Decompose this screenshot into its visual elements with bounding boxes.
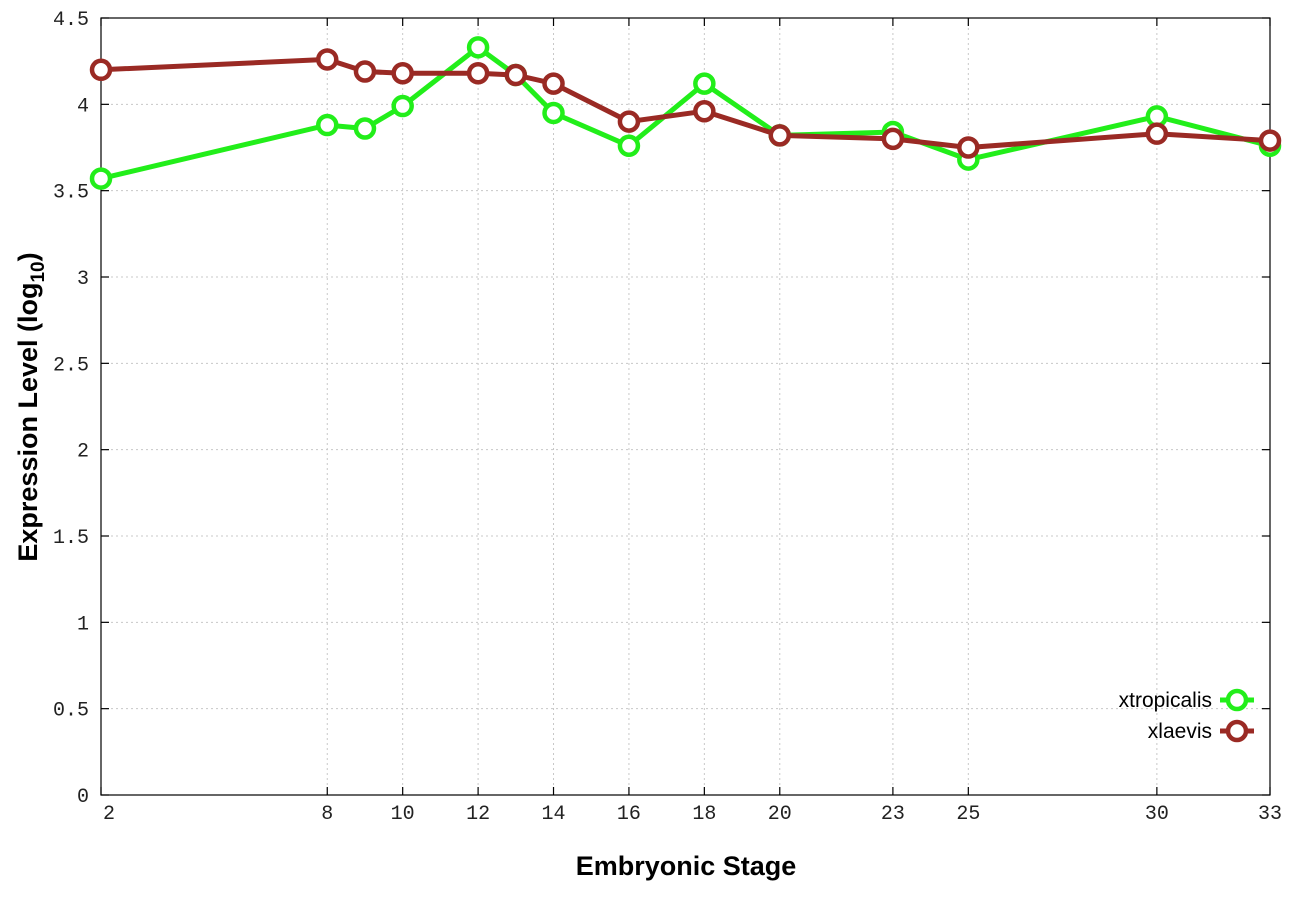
data-point-xtropicalis bbox=[89, 167, 113, 190]
data-point-xlaevis bbox=[504, 63, 528, 87]
data-point-xlaevis bbox=[353, 60, 377, 83]
y-tick-label: 2 bbox=[77, 441, 89, 464]
y-axis-title-suffix: ) bbox=[13, 252, 43, 261]
legend: xtropicalis xlaevis bbox=[1119, 688, 1254, 743]
legend-label: xlaevis bbox=[1148, 720, 1212, 743]
data-point-xlaevis bbox=[881, 127, 905, 151]
y-tick-label: 0.5 bbox=[53, 700, 89, 723]
data-point-xlaevis bbox=[466, 62, 490, 85]
y-axis-title-main: Expression Level (log bbox=[13, 283, 43, 562]
x-axis-title: Embryonic Stage bbox=[576, 851, 797, 881]
series-layer bbox=[89, 36, 1282, 190]
series-xlaevis bbox=[89, 48, 1282, 159]
data-point-xlaevis bbox=[89, 58, 113, 82]
data-point-xtropicalis bbox=[542, 101, 565, 125]
x-tick-label: 23 bbox=[881, 803, 905, 826]
data-point-xlaevis bbox=[957, 136, 980, 159]
data-point-xlaevis bbox=[542, 72, 565, 95]
x-tick-label: 16 bbox=[617, 803, 641, 826]
data-point-xtropicalis bbox=[316, 113, 339, 137]
y-axis-title: Expression Level (log10) bbox=[13, 252, 49, 561]
y-tick-label: 3.5 bbox=[53, 182, 89, 205]
data-point-xlaevis bbox=[1145, 122, 1169, 145]
y-tick-label: 4.5 bbox=[53, 9, 89, 32]
data-point-xlaevis bbox=[617, 110, 641, 133]
y-tick-label: 1.5 bbox=[53, 527, 89, 550]
legend-swatch-marker bbox=[1225, 688, 1249, 712]
x-tick-label: 18 bbox=[692, 803, 716, 826]
data-point-xlaevis bbox=[1258, 129, 1282, 152]
x-tick-label: 14 bbox=[542, 803, 566, 826]
data-point-xtropicalis bbox=[693, 72, 716, 95]
data-point-xlaevis bbox=[693, 99, 716, 123]
grid bbox=[101, 18, 1270, 795]
data-point-xlaevis bbox=[316, 48, 339, 71]
data-point-xtropicalis bbox=[391, 94, 414, 118]
series-line-xlaevis bbox=[100, 56, 1271, 150]
y-axis-title-subscript: 10 bbox=[28, 261, 49, 282]
data-point-xtropicalis bbox=[466, 36, 490, 59]
legend-swatch-marker bbox=[1225, 719, 1249, 743]
data-point-xtropicalis bbox=[353, 117, 377, 140]
x-tick-label: 2 bbox=[103, 803, 115, 826]
legend-item-xtropicalis: xtropicalis bbox=[1119, 688, 1254, 712]
y-tick-label: 1 bbox=[77, 613, 89, 636]
y-tick-label: 0 bbox=[77, 786, 89, 809]
axis-ticks: 0 0.5 1 1.5 2 2.5 3 3.5 4 4.5 2 8 10 12 14 16 18 20 23 25 30… bbox=[53, 9, 1282, 826]
x-tick-label: 33 bbox=[1258, 803, 1282, 826]
x-tick-label: 10 bbox=[391, 803, 415, 826]
y-tick-label: 3 bbox=[77, 268, 89, 291]
x-tick-label: 30 bbox=[1145, 803, 1169, 826]
y-tick-label: 4 bbox=[77, 95, 89, 118]
x-tick-label: 12 bbox=[466, 803, 490, 826]
data-point-xlaevis bbox=[768, 124, 792, 147]
x-tick-label: 20 bbox=[768, 803, 792, 826]
data-point-xlaevis bbox=[391, 62, 414, 85]
y-tick-label: 2.5 bbox=[53, 354, 89, 377]
x-tick-label: 25 bbox=[956, 803, 980, 826]
legend-item-xlaevis: xlaevis bbox=[1148, 719, 1254, 743]
legend-label: xtropicalis bbox=[1119, 689, 1212, 712]
data-point-xtropicalis bbox=[617, 134, 641, 158]
x-tick-label: 8 bbox=[321, 803, 333, 826]
plot-frame bbox=[100, 17, 1271, 796]
